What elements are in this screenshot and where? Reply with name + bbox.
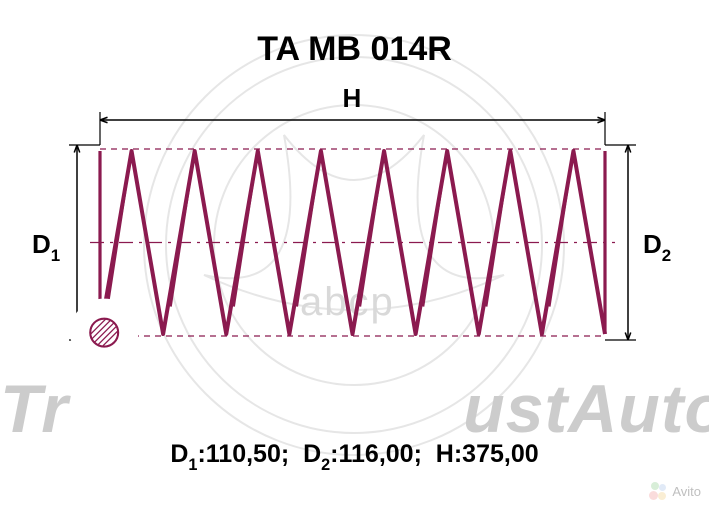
avito-logo-icon — [649, 482, 667, 500]
dimensions-values: D1:110,50; D2:116,00; H:375,00 — [0, 440, 709, 473]
label-D1: D1 — [32, 229, 60, 264]
avito-label: Avito — [672, 484, 701, 499]
canvas: Tr ustAuto abcp TA MB 014R H D1 D2 D1:11… — [0, 0, 709, 506]
spring-diagram-svg — [0, 0, 709, 506]
label-D2: D2 — [643, 229, 671, 264]
avito-watermark: Avito — [649, 482, 701, 500]
label-H: H — [343, 83, 362, 114]
